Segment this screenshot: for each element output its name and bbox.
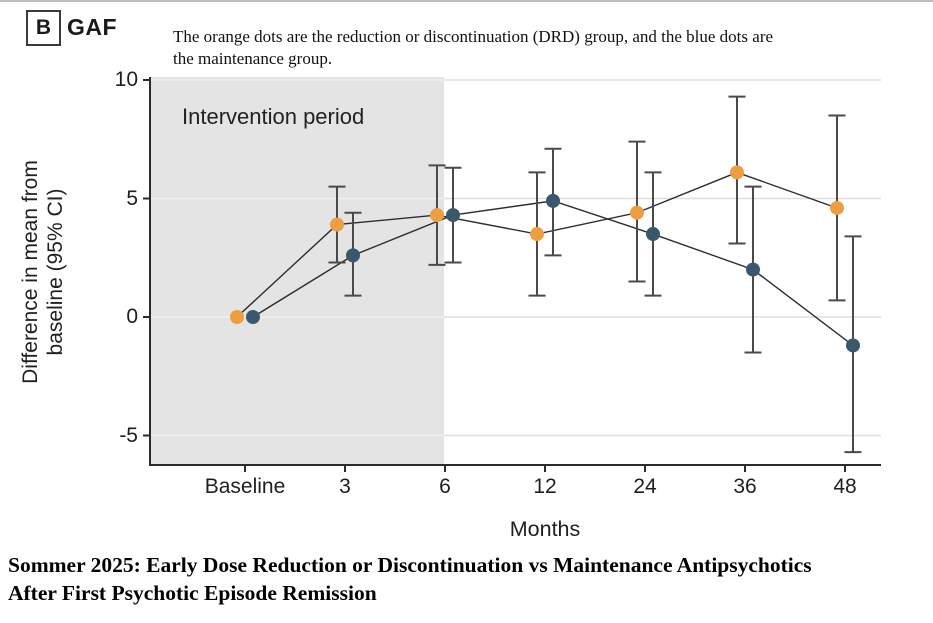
x-tick-label: 6 — [439, 475, 451, 498]
data-point-drd — [630, 205, 644, 220]
figure-title-line-2: After First Psychotic Episode Remission — [8, 581, 377, 605]
data-point-maintenance — [846, 338, 860, 353]
x-tick-label: 12 — [533, 475, 557, 498]
figure-title-line-1: Sommer 2025: Early Dose Reduction or Dis… — [8, 553, 812, 577]
caption-line-1: The orange dots are the reduction or dis… — [173, 27, 774, 46]
data-point-drd — [330, 217, 344, 232]
figure-caption: The orange dots are the reduction or dis… — [173, 26, 773, 70]
x-tick-label: 24 — [633, 475, 657, 498]
panel-letter-box: B — [26, 10, 61, 46]
x-axis-label: Months — [509, 517, 581, 541]
data-point-drd — [230, 310, 244, 324]
data-point-maintenance — [646, 227, 660, 242]
data-point-drd — [530, 227, 544, 242]
x-tick-label: 36 — [733, 475, 757, 498]
data-point-maintenance — [446, 208, 460, 223]
panel-letter: B — [35, 16, 52, 39]
x-tick-label: 3 — [339, 475, 351, 498]
y-tick-label: 10 — [114, 68, 138, 91]
data-point-drd — [730, 165, 744, 180]
figure-title: Sommer 2025: Early Dose Reduction or Dis… — [8, 551, 812, 607]
data-point-drd — [830, 200, 844, 215]
data-point-maintenance — [246, 310, 260, 324]
intervention-shading — [151, 77, 444, 465]
data-point-maintenance — [546, 193, 560, 208]
y-tick-label: 0 — [126, 305, 138, 328]
y-tick-label: 5 — [126, 186, 138, 210]
intervention-period-label: Intervention period — [182, 104, 365, 129]
panel-title: GAF — [67, 14, 118, 40]
data-point-maintenance — [746, 262, 760, 277]
x-tick-label: 48 — [833, 475, 857, 498]
caption-line-2: the maintenance group. — [173, 49, 333, 68]
data-point-drd — [430, 208, 444, 223]
y-tick-label: -5 — [119, 423, 138, 447]
data-point-maintenance — [346, 248, 360, 263]
x-tick-label: Baseline — [204, 475, 286, 498]
